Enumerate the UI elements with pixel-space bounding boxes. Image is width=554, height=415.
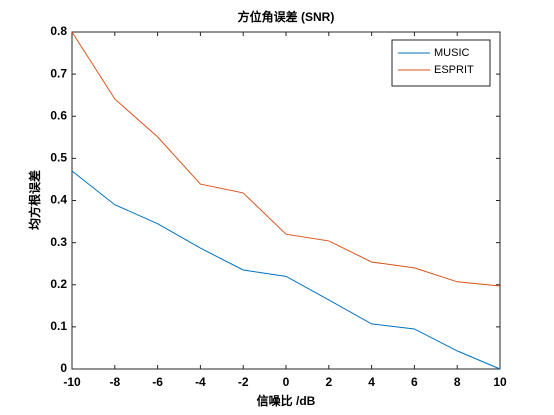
y-tick-label: 0.1 (50, 319, 67, 333)
x-tick-label: 0 (283, 375, 290, 389)
y-tick-label: 0.5 (50, 151, 67, 165)
x-tick-label: -8 (109, 375, 120, 389)
x-tick-label: 8 (454, 375, 461, 389)
plot-area (71, 31, 501, 370)
x-tick-label: 6 (411, 375, 418, 389)
y-tick-label: 0.7 (50, 66, 67, 80)
line (71, 170, 501, 370)
x-tick-label: 10 (493, 375, 507, 389)
x-tick-label: -10 (63, 375, 81, 389)
x-tick-label: -4 (195, 375, 206, 389)
chart-title: 方位角误差 (SNR) (238, 9, 335, 24)
line (71, 31, 501, 287)
y-tick-label: 0.2 (50, 277, 67, 291)
legend-box (391, 39, 491, 87)
y-tick-label: 0.6 (50, 108, 67, 122)
legend-label: ESPRIT (434, 64, 474, 76)
y-axis-label: 均方根误差 (27, 170, 42, 230)
x-tick-label: 2 (325, 375, 332, 389)
legend-label: MUSIC (434, 47, 470, 59)
y-tick-label: 0 (60, 361, 67, 375)
x-tick-label: -6 (152, 375, 163, 389)
x-axis-label: 信噪比 /dB (257, 393, 316, 408)
y-tick-label: 0.3 (50, 235, 67, 249)
x-tick-label: -2 (238, 375, 249, 389)
y-tick-label: 0.8 (50, 24, 67, 38)
x-tick-label: 4 (368, 375, 375, 389)
y-tick-label: 0.4 (50, 193, 67, 207)
